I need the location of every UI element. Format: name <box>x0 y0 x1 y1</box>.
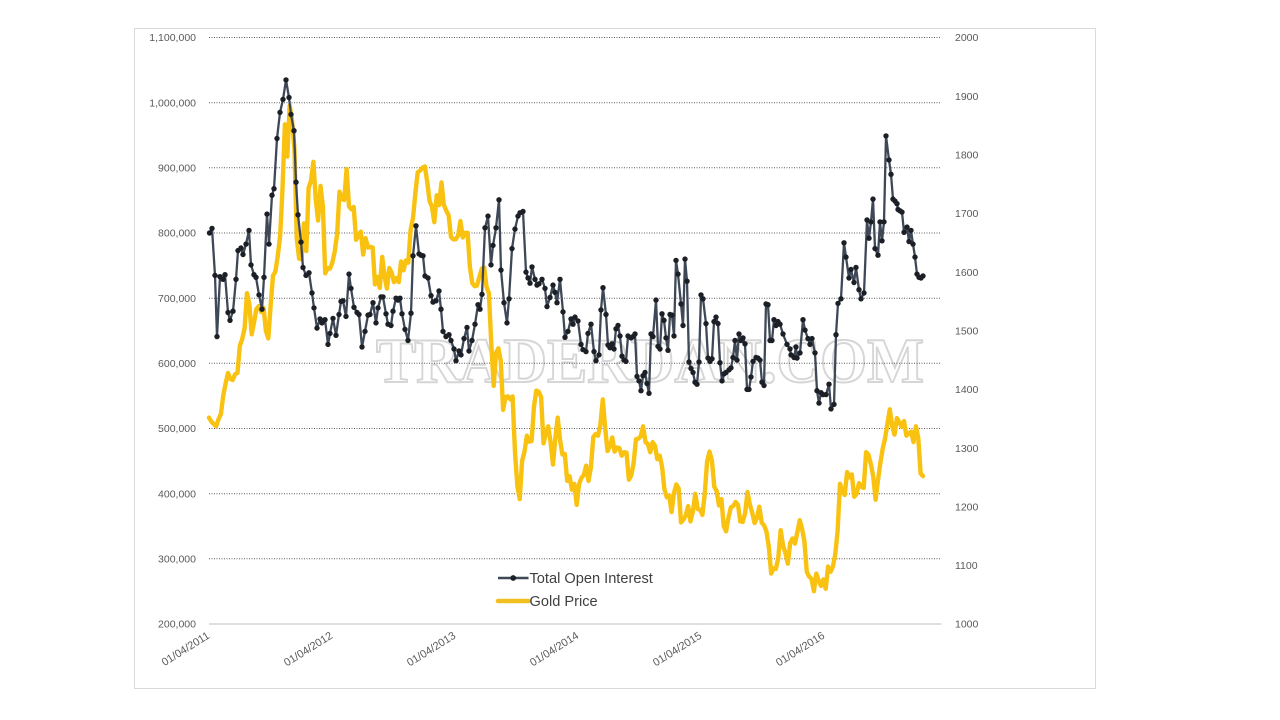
svg-text:1,000,000: 1,000,000 <box>149 97 196 109</box>
svg-text:1700: 1700 <box>955 208 979 220</box>
svg-text:1,100,000: 1,100,000 <box>149 32 196 44</box>
svg-text:1400: 1400 <box>955 384 979 396</box>
svg-text:800,000: 800,000 <box>158 228 196 240</box>
svg-text:Gold Price: Gold Price <box>530 594 598 610</box>
svg-text:1600: 1600 <box>955 267 979 279</box>
svg-text:2000: 2000 <box>955 32 979 44</box>
svg-text:1200: 1200 <box>955 501 979 513</box>
svg-text:600,000: 600,000 <box>158 358 196 370</box>
svg-text:1300: 1300 <box>955 443 979 455</box>
svg-text:1900: 1900 <box>955 91 979 103</box>
svg-text:200,000: 200,000 <box>158 619 196 631</box>
svg-text:900,000: 900,000 <box>158 163 196 175</box>
svg-text:1100: 1100 <box>955 560 978 572</box>
svg-text:300,000: 300,000 <box>158 554 196 566</box>
svg-text:Total Open Interest: Total Open Interest <box>530 571 653 587</box>
svg-text:400,000: 400,000 <box>158 488 196 500</box>
svg-text:1800: 1800 <box>955 150 979 162</box>
svg-text:500,000: 500,000 <box>158 423 196 435</box>
svg-text:1500: 1500 <box>955 325 979 337</box>
svg-text:700,000: 700,000 <box>158 293 196 305</box>
svg-text:1000: 1000 <box>955 619 979 631</box>
